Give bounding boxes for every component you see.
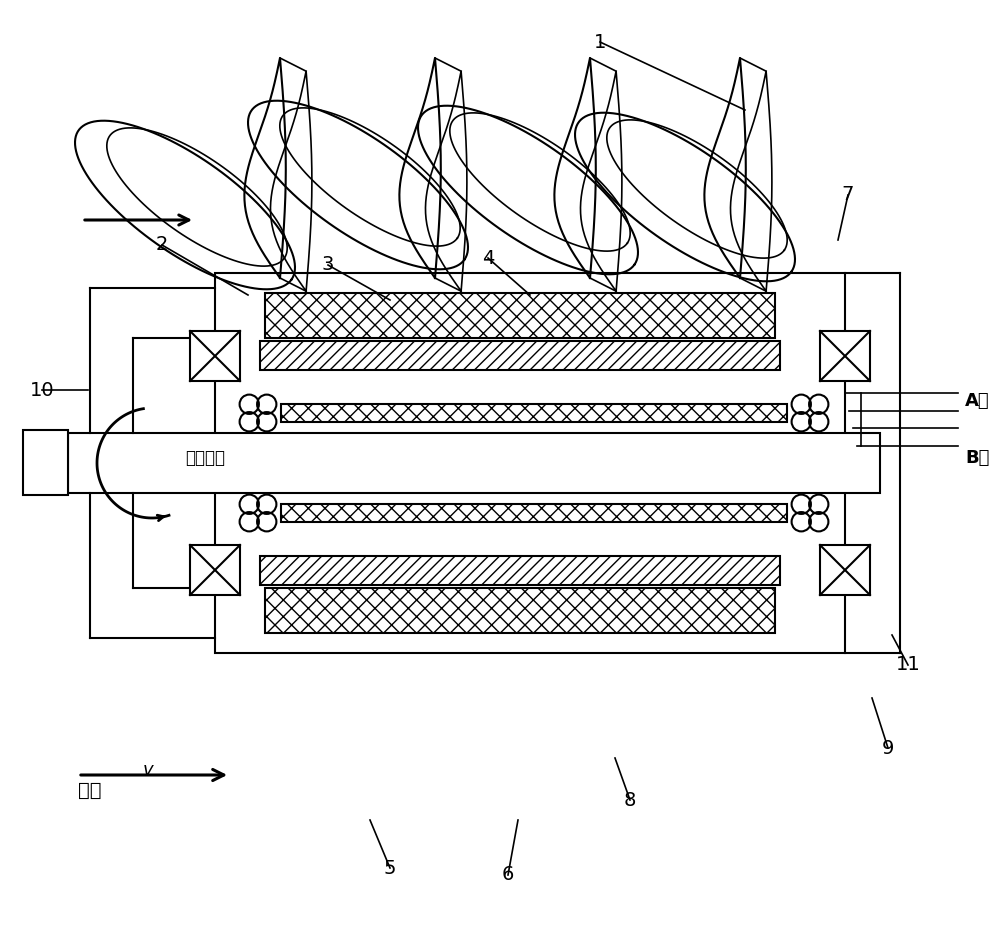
Text: 4: 4: [482, 249, 494, 267]
Text: A相: A相: [965, 392, 990, 410]
Text: B相: B相: [965, 449, 989, 467]
Text: 2: 2: [156, 236, 168, 254]
Bar: [215, 273, 845, 453]
Text: v: v: [143, 761, 153, 779]
Bar: [68, 433, 880, 493]
Bar: [281, 404, 787, 422]
Bar: [820, 331, 870, 381]
Text: 旋转方向: 旋转方向: [185, 449, 225, 467]
Text: 1: 1: [594, 32, 606, 52]
Bar: [190, 545, 240, 595]
Text: 11: 11: [896, 656, 920, 674]
Text: 7: 7: [842, 186, 854, 204]
Text: 3: 3: [322, 255, 334, 275]
Bar: [265, 588, 775, 633]
Bar: [190, 331, 240, 381]
Bar: [215, 473, 845, 653]
Text: 8: 8: [624, 791, 636, 809]
Text: 9: 9: [882, 738, 894, 758]
Text: 风向: 风向: [78, 781, 102, 799]
Text: 5: 5: [384, 858, 396, 878]
Bar: [281, 504, 787, 522]
Bar: [820, 545, 870, 595]
Text: 6: 6: [502, 866, 514, 884]
Bar: [260, 556, 780, 585]
Bar: [23, 430, 68, 495]
Bar: [260, 341, 780, 370]
Text: 10: 10: [30, 380, 54, 400]
Bar: [265, 293, 775, 338]
